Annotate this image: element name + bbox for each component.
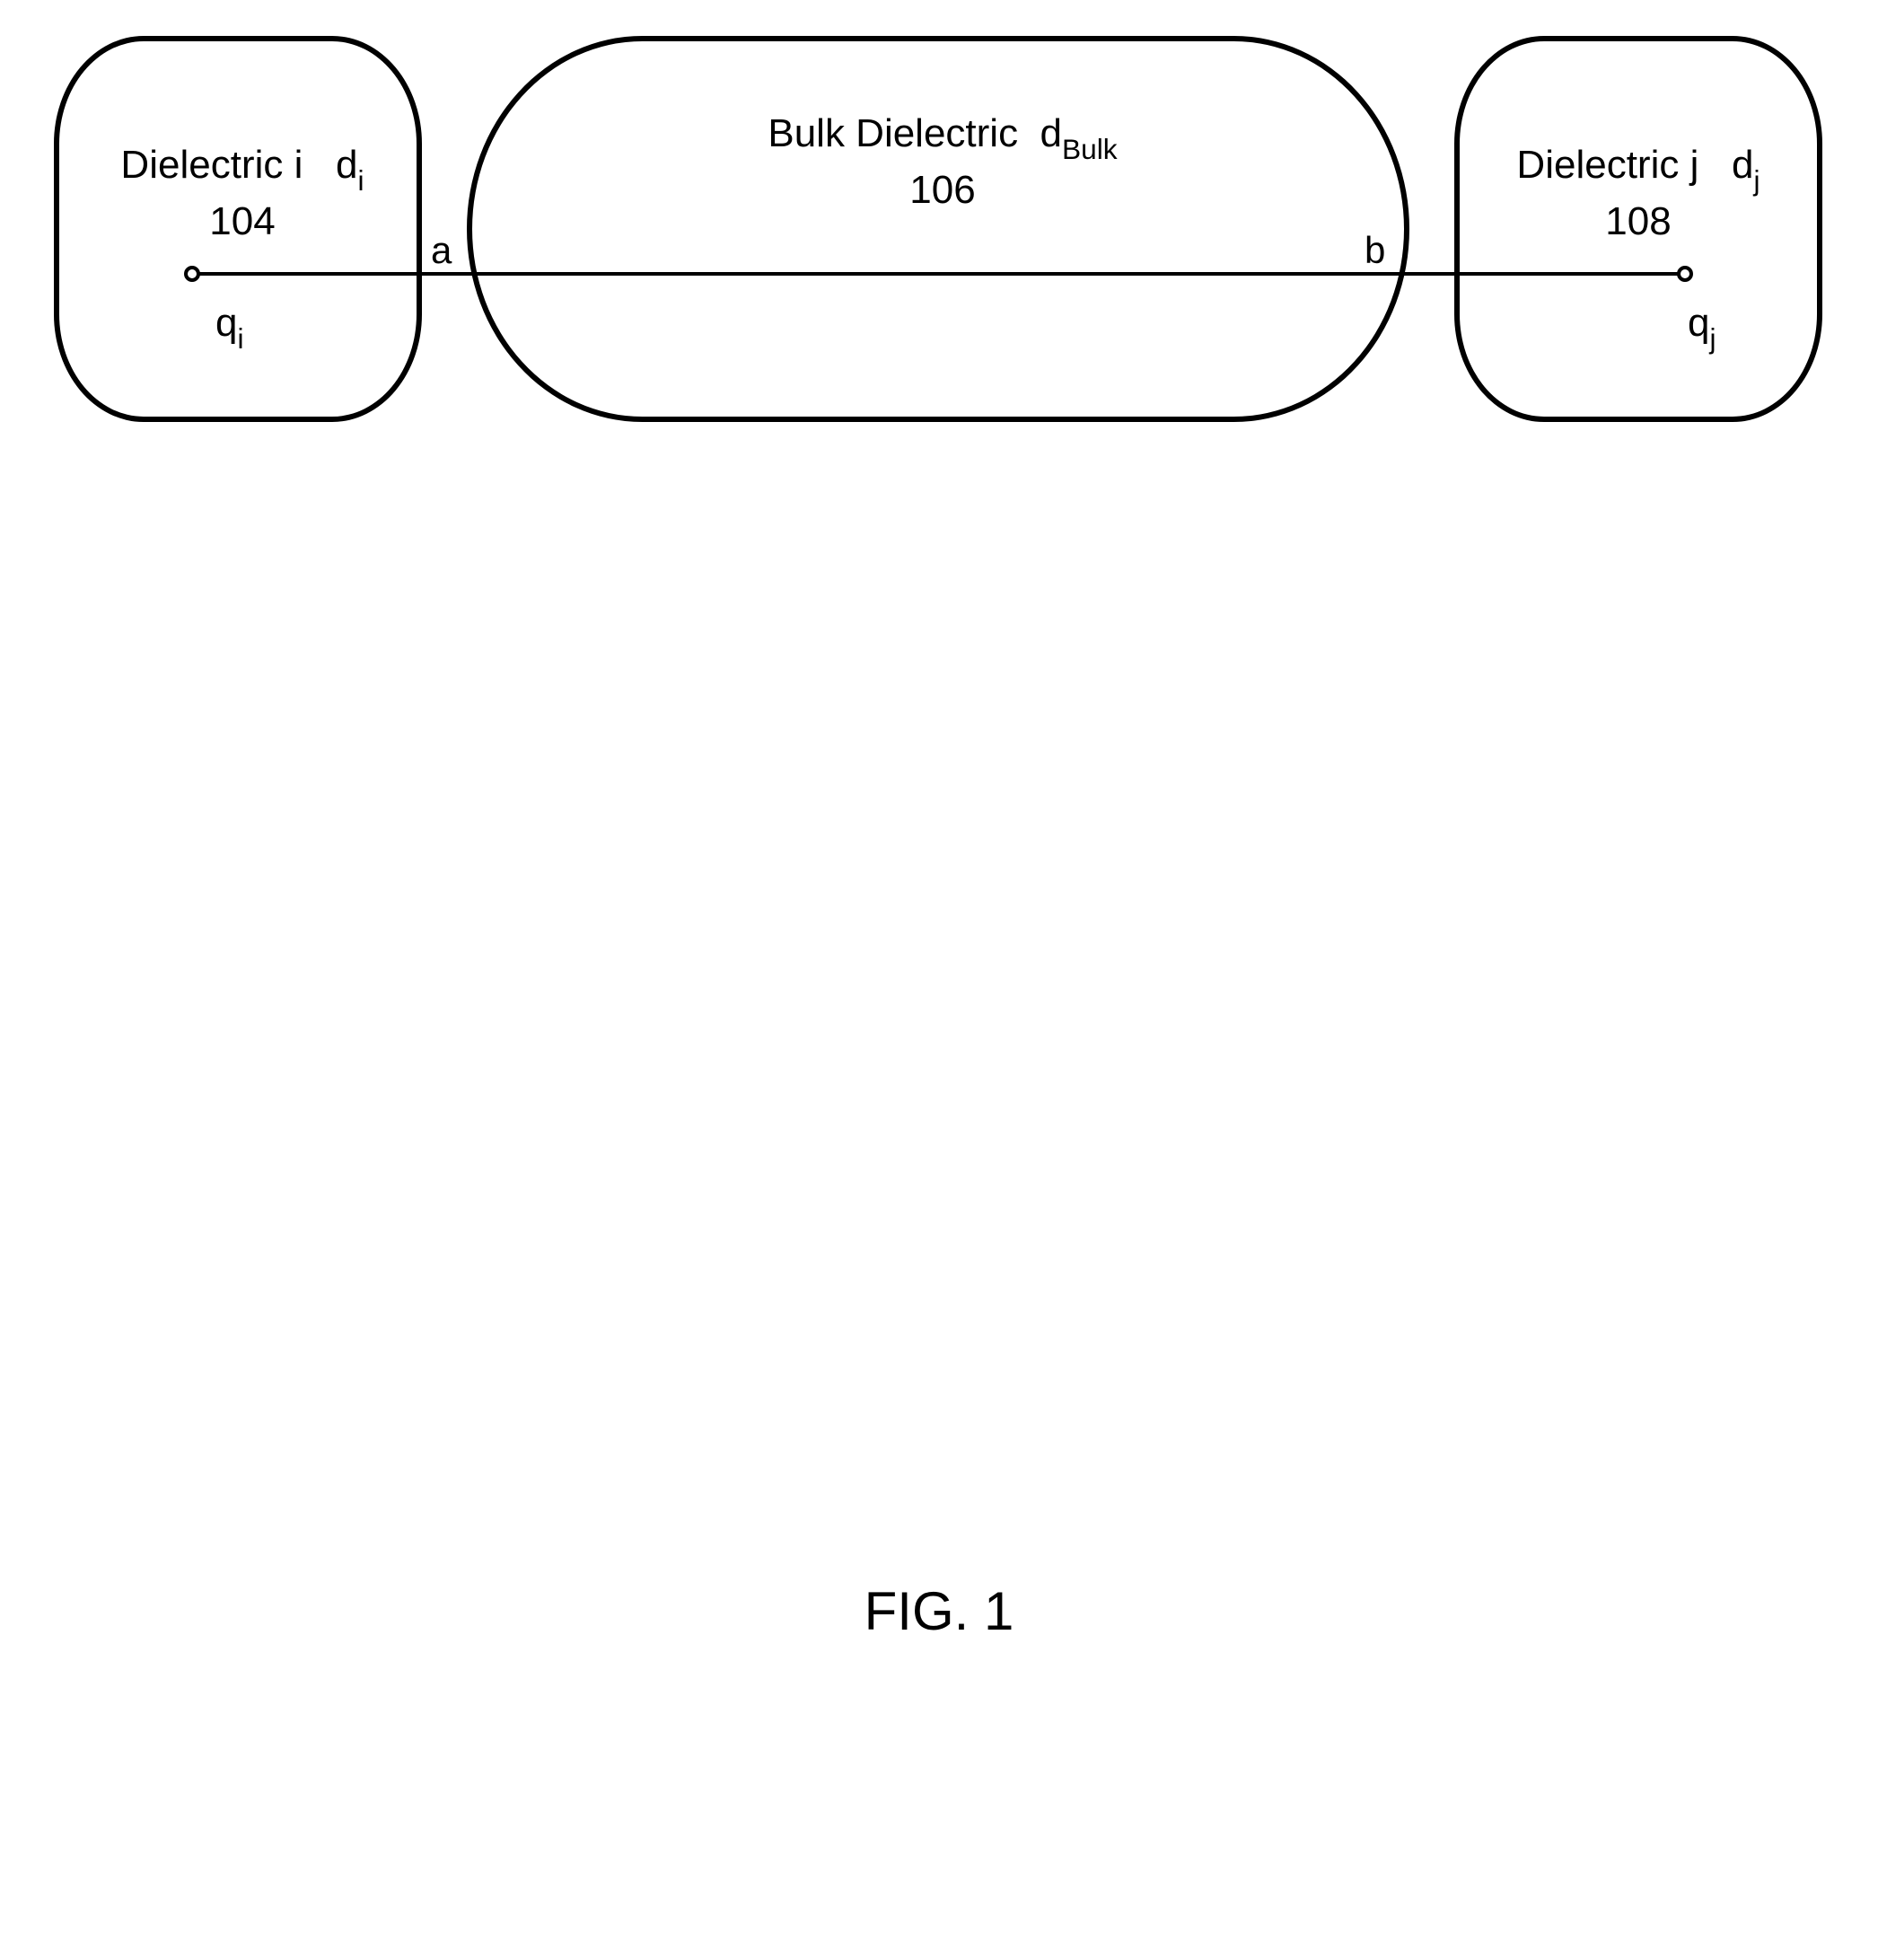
dielectric-i-ref: 104	[209, 199, 275, 243]
charge-qj-label: qj	[1688, 301, 1716, 352]
dielectric-j-ref: 108	[1605, 199, 1671, 243]
bulk-dielectric-title: Bulk Dielectric	[768, 111, 1018, 155]
charge-marker-qi	[184, 266, 200, 282]
dielectric-j-label: Dielectric j dj 108	[1490, 139, 1786, 247]
qj-subscript: j	[1709, 322, 1716, 355]
dielectric-i-title: Dielectric i	[120, 143, 303, 187]
dielectric-j-symbol: d	[1732, 143, 1753, 187]
qi-symbol: q	[215, 301, 237, 345]
bulk-dielectric-shape	[467, 36, 1409, 422]
charge-marker-qj	[1677, 266, 1693, 282]
charge-qi-label: qi	[215, 301, 244, 352]
connector-line	[193, 272, 1683, 276]
point-a-label: a	[431, 229, 452, 272]
bulk-dielectric-subscript: Bulk	[1062, 133, 1118, 165]
qi-subscript: i	[237, 322, 243, 355]
qj-symbol: q	[1688, 301, 1709, 345]
figure-caption: FIG. 1	[864, 1580, 1014, 1642]
bulk-dielectric-ref: 106	[909, 168, 975, 212]
dielectric-i-subscript: i	[358, 164, 364, 197]
dielectric-i-label: Dielectric i di 104	[99, 139, 386, 247]
dielectric-i-symbol: d	[336, 143, 357, 187]
diagram-container: Dielectric i di 104 Bulk Dielectric dBul…	[54, 36, 1822, 485]
dielectric-j-title: Dielectric j	[1516, 143, 1698, 187]
point-b-label: b	[1365, 229, 1385, 272]
bulk-dielectric-symbol: d	[1040, 111, 1062, 155]
bulk-dielectric-label: Bulk Dielectric dBulk 106	[637, 108, 1248, 215]
dielectric-j-subscript: j	[1754, 164, 1760, 197]
